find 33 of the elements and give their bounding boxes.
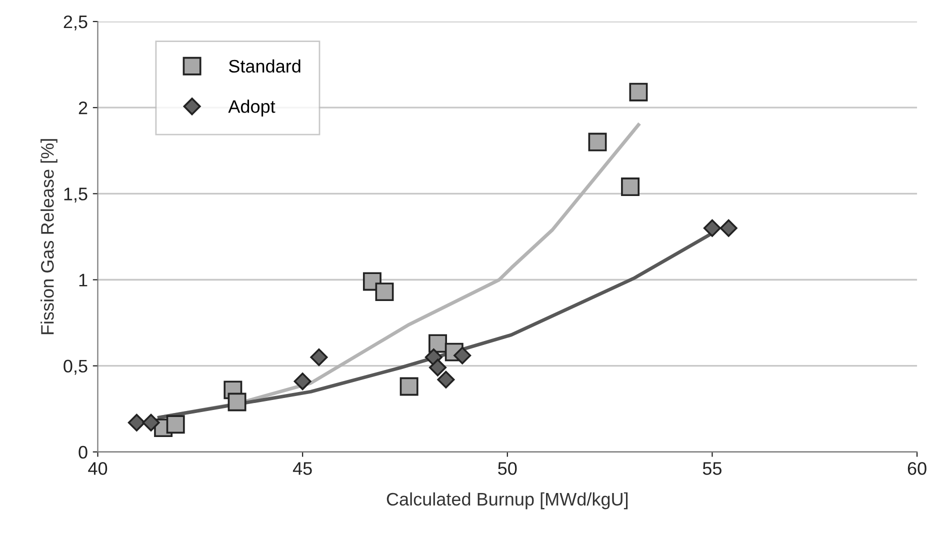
point [621,178,640,196]
point [128,414,146,432]
x-tick-label: 60 [908,462,926,475]
point [228,392,246,412]
x-tick-label: 40 [88,462,108,475]
point [375,282,394,302]
x-tick-label: 55 [702,462,722,475]
x-tick-label: 50 [498,462,517,475]
y-tick-label: 2 [78,102,88,114]
point [428,334,447,353]
legend-label: Adopt [228,100,276,116]
y-tick-label: 1,5 [64,188,88,203]
y-tick-label: 2,5 [64,15,88,30]
legend-label: Standard [228,59,300,73]
point [588,132,607,152]
y-tick-label: 0,5 [64,360,88,375]
point [310,348,328,366]
point [629,82,648,102]
y-tick-label: 0 [78,446,88,459]
point [720,219,738,237]
x-tick-label: 45 [292,462,312,475]
point [424,348,442,366]
point [454,346,472,364]
y-axis-title: Fission Gas Release [%] [40,139,58,334]
point [437,370,455,388]
point [142,414,160,432]
point [703,219,721,237]
x-axis-title: Calculated Burnup [MWd/kgU] [386,492,628,510]
point [400,377,418,396]
point [428,358,447,376]
point [294,372,312,390]
point [166,415,185,434]
y-tick-label: 1 [79,274,88,286]
